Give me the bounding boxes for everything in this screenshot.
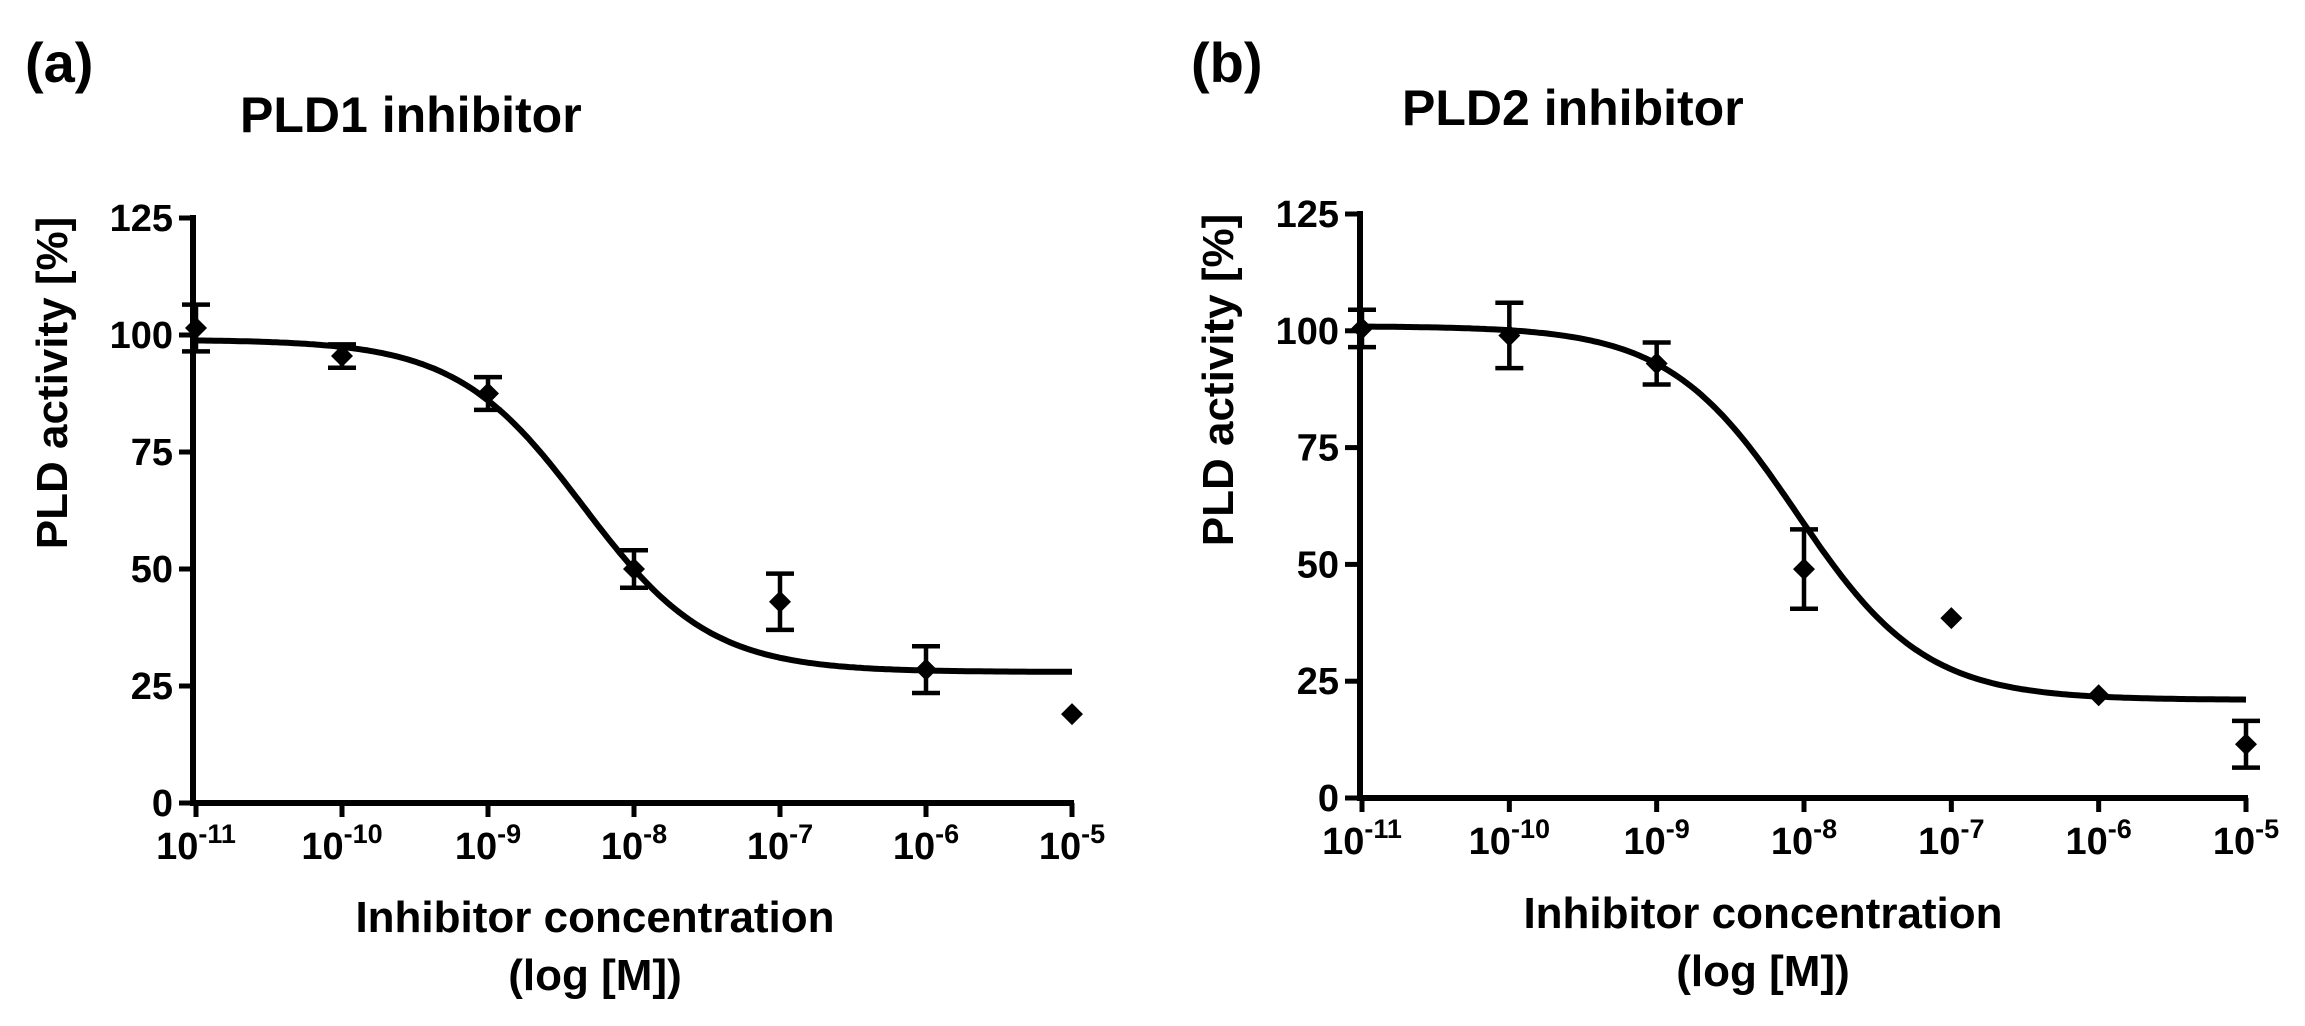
panel-b-x-axis-label-line2: (log [M]) [1676,947,1849,996]
panel-a-x-tick-label: 10-6 [893,819,959,868]
panel-b-data-point-6 [2235,733,2257,756]
x-tick-base: 10 [1918,821,1960,863]
panel-b-data-point-5 [2087,684,2110,707]
panel-b-data-point-0 [1351,317,1373,340]
x-tick-base: 10 [1039,826,1081,868]
x-tick-base: 10 [301,826,343,868]
panel-b-y-tick-label: 75 [1297,428,1339,470]
x-tick-exponent: -6 [935,819,959,849]
panel-a-x-tick-label: 10-7 [747,819,813,868]
x-tick-exponent: -7 [789,819,813,849]
panel-b-x-tick-label: 10-11 [1322,814,1402,863]
panel-a-data-point-5 [915,658,937,681]
panel-a-x-tick-label: 10-5 [1039,819,1105,868]
x-tick-exponent: -11 [1364,814,1402,844]
x-tick-exponent: -6 [2108,814,2132,844]
panel-b-data-point-2 [1645,352,1668,375]
panel-b-y-axis-label: PLD activity [%] [1194,214,1243,547]
x-tick-exponent: -11 [198,819,236,849]
x-tick-base: 10 [2066,821,2108,863]
x-tick-base: 10 [1771,821,1813,863]
panel-a-x-tick-label: 10-9 [455,819,521,868]
panel-b-x-tick-label: 10-6 [2066,814,2132,863]
x-tick-base: 10 [893,826,935,868]
x-tick-exponent: -7 [1960,814,1984,844]
panel-a: (a) PLD1 inhibitor PLD activity [%] Inhi… [25,31,1105,1000]
panel-b-data-point-1 [1498,324,1521,347]
x-tick-exponent: -5 [2255,814,2279,844]
x-tick-base: 10 [1469,821,1511,863]
panel-a-data-point-6 [1061,703,1083,726]
x-tick-exponent: -8 [643,819,667,849]
panel-a-y-tick-label: 0 [152,783,173,825]
panel-a-title: PLD1 inhibitor [240,87,582,143]
panel-b-y-tick-label: 100 [1276,311,1339,353]
panel-b-data-point-4 [1940,607,1963,630]
x-tick-base: 10 [1322,821,1364,863]
panel-a-y-tick-label: 50 [131,549,173,591]
panel-b-y-tick-label: 0 [1318,778,1339,820]
panel-a-fit-curve [195,337,1072,675]
x-tick-exponent: -9 [1666,814,1690,844]
panel-b-data-point-3 [1793,558,1815,581]
x-tick-exponent: -10 [1511,814,1550,844]
panel-b-x-tick-label: 10-5 [2213,814,2279,863]
panel-b-y-tick-label: 25 [1297,661,1339,703]
panel-b-y-tick-label: 50 [1297,544,1339,586]
panel-a-y-tick-label: 25 [131,666,173,708]
x-tick-exponent: -9 [497,819,521,849]
x-tick-base: 10 [601,826,643,868]
panel-a-data-point-2 [477,382,499,405]
panel-a-y-tick-label: 75 [131,432,173,474]
panel-b-x-tick-label: 10-9 [1624,814,1690,863]
x-tick-exponent: -5 [1081,819,1105,849]
x-tick-base: 10 [156,826,198,868]
panel-b-fit-curve [1361,323,2247,703]
panel-a-data-point-4 [769,590,791,613]
panel-a-y-axis-label: PLD activity [%] [28,217,77,550]
panel-a-x-tick-label: 10-10 [301,819,382,868]
x-tick-exponent: -10 [344,819,383,849]
panel-b-x-axis-label: Inhibitor concentration [1523,889,2002,938]
panel-a-data-point-0 [185,316,207,339]
panel-b-y-tick-label: 125 [1276,194,1339,236]
panel-a-data-point-1 [331,345,353,368]
x-tick-base: 10 [455,826,497,868]
x-tick-base: 10 [1624,821,1666,863]
x-tick-base: 10 [2213,821,2255,863]
panel-a-x-axis-label-line2: (log [M]) [508,951,681,1000]
panel-a-label: (a) [25,31,93,94]
panel-b-x-tick-label: 10-7 [1918,814,1984,863]
panel-a-y-tick-label: 125 [110,198,173,240]
panel-b: (b) PLD2 inhibitor PLD activity [%] Inhi… [1191,31,2279,996]
panel-a-x-tick-label: 10-8 [601,819,667,868]
panel-a-data-point-3 [623,558,645,580]
panel-b-label: (b) [1191,31,1263,94]
panel-b-x-tick-label: 10-10 [1469,814,1550,863]
panel-a-y-tick-label: 100 [110,315,173,357]
x-tick-base: 10 [747,826,789,868]
panel-b-x-tick-label: 10-8 [1771,814,1837,863]
panel-a-x-tick-label: 10-11 [156,819,236,868]
panel-a-axes [190,215,1074,806]
panel-a-x-axis-label: Inhibitor concentration [355,893,834,942]
panel-b-axes [1357,211,2248,801]
x-tick-exponent: -8 [1813,814,1837,844]
panel-b-title: PLD2 inhibitor [1402,80,1744,136]
